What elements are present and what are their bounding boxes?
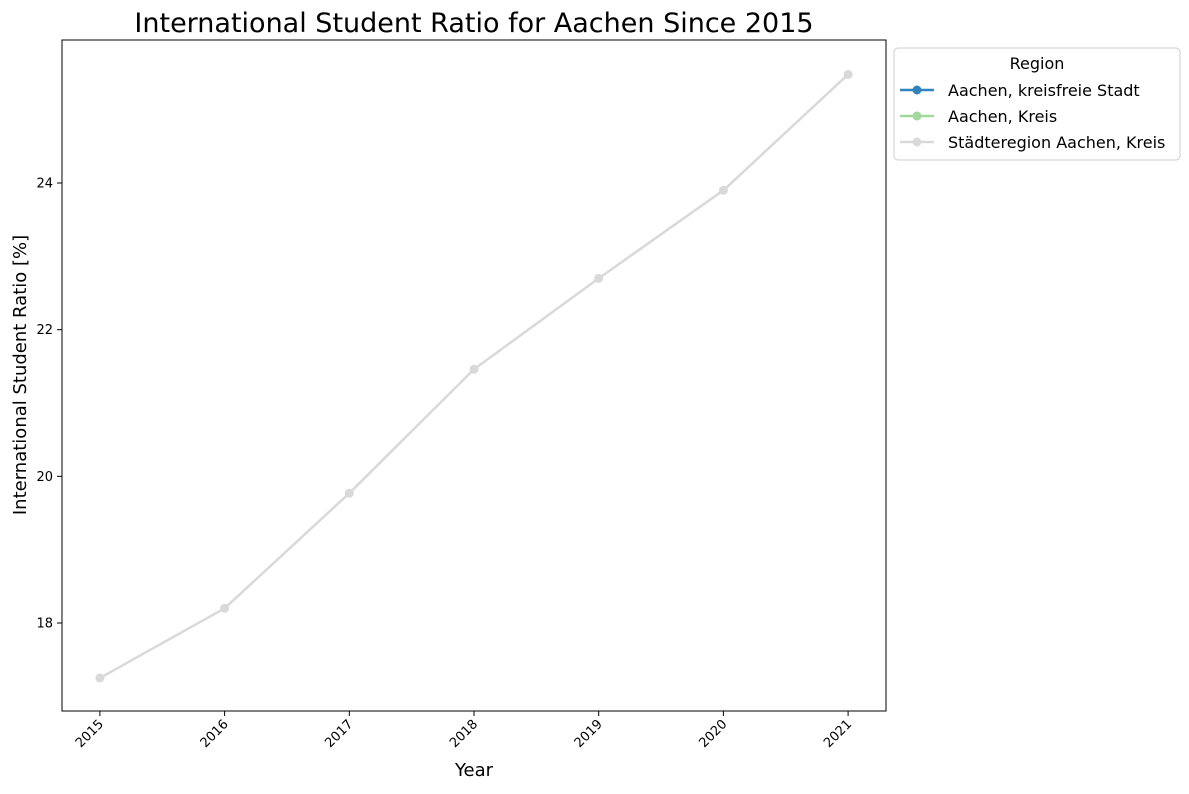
data-point bbox=[843, 69, 853, 79]
x-tick-label: 2017 bbox=[322, 717, 356, 751]
chart-title: International Student Ratio for Aachen S… bbox=[134, 8, 813, 39]
x-tick-label: 2020 bbox=[696, 717, 730, 751]
x-tick-label: 2015 bbox=[73, 717, 107, 751]
data-point bbox=[220, 603, 230, 613]
legend-entry-label: Städteregion Aachen, Kreis bbox=[948, 133, 1165, 152]
y-tick-label: 18 bbox=[36, 617, 53, 632]
legend-entry-label: Aachen, Kreis bbox=[948, 107, 1057, 126]
data-point bbox=[594, 273, 604, 283]
y-axis-label: International Student Ratio [%] bbox=[10, 235, 31, 515]
legend-swatch-marker bbox=[912, 137, 922, 147]
legend-swatch-marker bbox=[912, 85, 922, 95]
legend-entry-label: Aachen, kreisfreie Stadt bbox=[948, 81, 1140, 100]
x-tick-label: 2019 bbox=[572, 717, 606, 751]
data-point bbox=[95, 673, 105, 683]
plot-area: 2015 2016 2017 2018 2019 2020 2021 18 20 22 24 bbox=[36, 39, 887, 751]
y-tick-label: 22 bbox=[36, 323, 53, 338]
plot-frame bbox=[61, 39, 887, 712]
legend-box bbox=[893, 47, 1181, 161]
y-tick-label: 24 bbox=[36, 177, 53, 192]
x-tick-label: 2021 bbox=[821, 717, 855, 751]
legend: Region Aachen, kreisfreie Stadt Aachen, Kr… bbox=[893, 47, 1181, 161]
data-point bbox=[469, 364, 479, 374]
x-tick-label: 2016 bbox=[198, 717, 232, 751]
data-point bbox=[718, 185, 728, 195]
series-line bbox=[99, 73, 849, 680]
legend-title: Region bbox=[1010, 54, 1065, 73]
legend-swatch-marker bbox=[912, 111, 922, 121]
x-axis-label: Year bbox=[454, 760, 494, 781]
x-tick-label: 2018 bbox=[447, 717, 481, 751]
data-point bbox=[344, 488, 354, 498]
y-tick-label: 20 bbox=[36, 470, 53, 485]
